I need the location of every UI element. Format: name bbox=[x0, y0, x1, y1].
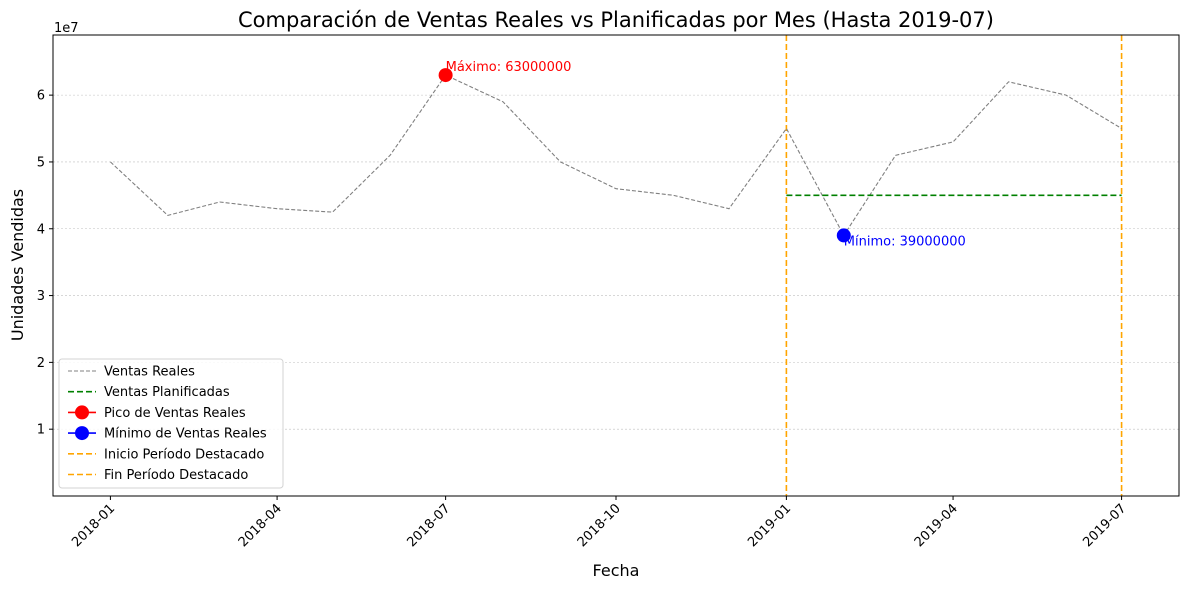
chart-title: Comparación de Ventas Reales vs Planific… bbox=[238, 8, 994, 32]
minimum-marker bbox=[836, 228, 851, 243]
markers-layer: Máximo: 63000000 Mínimo: 39000000 bbox=[438, 60, 966, 249]
legend-marker bbox=[75, 426, 89, 441]
peak-marker bbox=[438, 68, 453, 83]
y-tick-label: 6 bbox=[37, 89, 45, 104]
minimum-annotation: Mínimo: 39000000 bbox=[844, 234, 966, 249]
legend-label: Ventas Reales bbox=[104, 365, 195, 380]
y-tick-label: 1 bbox=[37, 423, 45, 438]
legend-label: Mínimo de Ventas Reales bbox=[104, 427, 267, 442]
legend-marker bbox=[75, 405, 89, 420]
peak-annotation: Máximo: 63000000 bbox=[446, 60, 572, 75]
series-layer bbox=[110, 74, 1122, 237]
x-tick-label: 2019-07 bbox=[1080, 501, 1129, 550]
y-tick-label: 3 bbox=[37, 289, 45, 304]
legend-label: Ventas Planificadas bbox=[104, 385, 230, 400]
y-tick-label: 2 bbox=[37, 356, 45, 371]
legend-box bbox=[58, 358, 284, 489]
y-axis-ticks: 1 2 3 4 5 6 bbox=[37, 89, 53, 438]
x-tick-label: 2019-04 bbox=[912, 501, 961, 550]
x-tick-label: 2018-01 bbox=[69, 501, 118, 550]
x-tick-label: 2019-01 bbox=[745, 501, 794, 550]
y-tick-label: 4 bbox=[37, 222, 45, 237]
y-tick-label: 5 bbox=[37, 155, 45, 170]
x-axis-title: Fecha bbox=[593, 561, 640, 580]
legend-label: Inicio Período Destacado bbox=[104, 447, 264, 462]
legend-label: Fin Período Destacado bbox=[104, 468, 248, 483]
x-tick-label: 2018-04 bbox=[236, 501, 285, 550]
x-axis-ticks: 2018-01 2018-04 2018-07 2018-10 2019-01 2019-… bbox=[69, 496, 1129, 550]
y-axis-title: Unidades Vendidas bbox=[8, 189, 27, 341]
highlight-lines-layer bbox=[785, 35, 1123, 496]
x-tick-label: 2018-07 bbox=[404, 501, 453, 550]
x-tick-label: 2018-10 bbox=[575, 501, 624, 550]
y-axis-multiplier: 1e7 bbox=[54, 21, 79, 36]
legend-label: Pico de Ventas Reales bbox=[104, 406, 246, 421]
series-line-ventas-reales bbox=[110, 74, 1122, 237]
legend: Ventas Reales Ventas Planificadas Pico de … bbox=[58, 358, 284, 489]
